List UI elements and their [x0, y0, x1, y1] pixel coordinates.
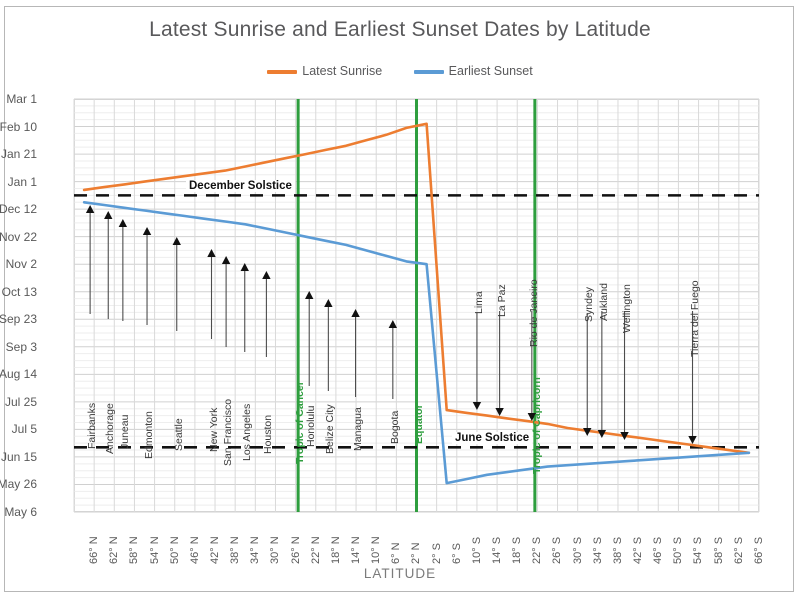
data-layer	[82, 122, 751, 485]
city-annotation: Lima	[472, 291, 485, 314]
city-annotation: La Paz	[495, 284, 508, 317]
solstice-annotation: June Solstice	[452, 432, 533, 445]
city-annotation: Syndey	[583, 286, 596, 322]
legend-label-latest-sunrise: Latest Sunrise	[302, 64, 383, 78]
x-axis-tick: 34° N	[249, 536, 262, 564]
city-annotation: Tierra del Fuego	[688, 280, 701, 357]
annotation-arrow-layer	[85, 205, 697, 444]
x-axis-tick: 42° S	[632, 536, 645, 564]
x-axis-title: LATITUDE	[363, 566, 437, 581]
legend-item-earliest-sunset: Earliest Sunset	[413, 64, 533, 78]
city-annotation: Houston	[262, 414, 275, 454]
city-annotation: Honolulu	[305, 405, 318, 447]
y-axis-tick: Sep 23	[0, 312, 37, 327]
x-axis-tick: 22° N	[309, 536, 322, 564]
reference-line-label: Tropic of Capricorn	[530, 377, 543, 474]
x-axis-tick: 66° S	[752, 536, 765, 564]
city-annotation: Anchorage	[104, 403, 117, 454]
city-annotation: Juneau	[118, 414, 131, 449]
x-axis-tick: 62° S	[732, 536, 745, 564]
x-axis-tick: 66° N	[88, 536, 101, 564]
x-axis-tick: 6° S	[450, 543, 463, 564]
grid-layer	[73, 98, 760, 513]
plot-area	[73, 98, 760, 513]
y-axis-tick: May 6	[4, 505, 37, 519]
city-annotation: Rio de Janeiro	[527, 279, 540, 347]
y-axis-tick: Nov 2	[5, 257, 37, 272]
city-annotation: Bogota	[388, 410, 401, 444]
y-axis-tick: Sep 3	[5, 339, 37, 354]
x-axis-tick: 46° S	[652, 536, 665, 564]
reference-line-label: Equator	[412, 404, 425, 444]
x-axis-tick: 10° N	[370, 536, 383, 564]
x-axis-tick: 2° N	[410, 542, 423, 564]
x-axis-tick: 50° N	[168, 536, 181, 564]
city-annotation: Edmonton	[143, 411, 156, 459]
x-axis-tick: 62° N	[108, 536, 121, 564]
x-axis-tick: 2° S	[430, 543, 443, 564]
legend-swatch-earliest-sunset	[413, 69, 444, 74]
city-annotation: Fairbanks	[86, 402, 99, 449]
x-axis-tick: 34° S	[591, 536, 604, 564]
solstice-annotation: December Solstice	[186, 180, 295, 193]
x-axis-tick: 6° N	[390, 542, 403, 564]
y-axis-tick: May 26	[0, 477, 37, 492]
legend-item-latest-sunrise: Latest Sunrise	[267, 64, 382, 78]
city-annotation: Wellington	[620, 284, 633, 333]
x-axis-tick: 46° N	[188, 536, 201, 564]
y-axis-tick: Mar 1	[6, 92, 37, 106]
y-axis-tick: Jun 15	[0, 449, 37, 464]
x-axis-tick: 38° N	[229, 536, 242, 564]
city-annotation: Managua	[351, 407, 364, 451]
x-axis-tick: 50° S	[672, 536, 685, 564]
chart-title: Latest Sunrise and Earliest Sunset Dates…	[149, 18, 651, 41]
y-axis-tick: Jan 1	[7, 174, 37, 189]
city-annotation: New York	[207, 407, 220, 452]
y-axis-tick: Jan 21	[0, 147, 37, 162]
city-annotation: San Francisco	[222, 398, 235, 466]
y-axis-tick: Oct 13	[1, 284, 37, 299]
x-axis-tick: 58° N	[128, 536, 141, 564]
y-axis-tick: Dec 12	[0, 202, 37, 217]
city-annotation: Seattle	[172, 418, 185, 451]
y-axis-tick: Aug 14	[0, 367, 37, 382]
city-annotation: Aukland	[597, 283, 610, 321]
x-axis-tick: 58° S	[712, 536, 725, 564]
y-axis-tick: Feb 10	[0, 119, 37, 134]
x-axis-tick: 30° N	[269, 536, 282, 564]
city-annotation: Los Angeles	[240, 403, 253, 461]
x-axis-tick: 26° N	[289, 536, 302, 564]
x-axis-tick: 54° N	[148, 536, 161, 564]
x-axis-tick: 22° S	[531, 536, 544, 564]
x-axis-tick: 54° S	[692, 536, 705, 564]
y-axis-tick: Nov 22	[0, 229, 37, 244]
chart-legend: Latest Sunrise Earliest Sunset	[0, 64, 800, 78]
city-annotation: Belize City	[324, 404, 337, 454]
legend-label-earliest-sunset: Earliest Sunset	[448, 64, 533, 78]
x-axis-tick: 18° S	[511, 536, 524, 564]
x-axis-tick: 38° S	[611, 536, 624, 564]
x-axis-tick: 42° N	[208, 536, 221, 564]
x-axis-tick: 14° N	[349, 536, 362, 564]
y-axis-tick: Jul 25	[4, 394, 37, 409]
x-axis-tick: 18° N	[329, 536, 342, 564]
y-axis-tick: Jul 5	[11, 422, 37, 437]
legend-swatch-latest-sunrise	[267, 69, 298, 74]
x-axis-tick: 26° S	[551, 536, 564, 564]
x-axis-tick: 14° S	[491, 536, 503, 564]
x-axis-tick: 10° S	[470, 536, 483, 564]
x-axis-tick: 30° S	[571, 536, 584, 564]
